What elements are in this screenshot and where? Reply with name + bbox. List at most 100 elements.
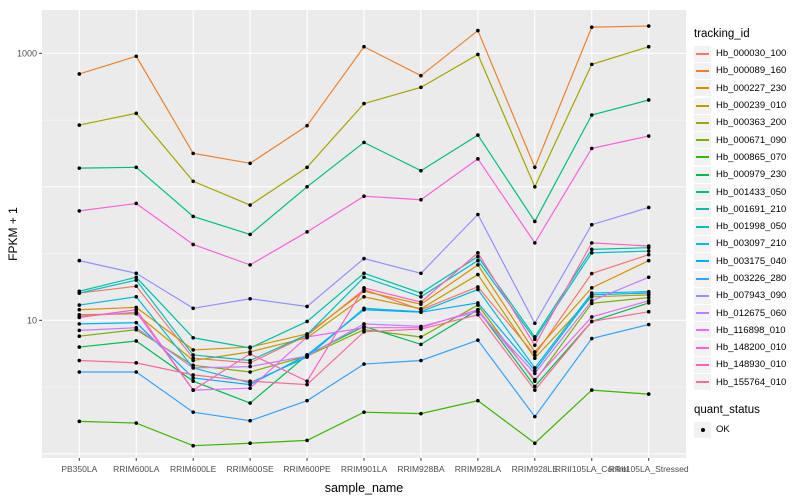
data-point bbox=[533, 321, 537, 326]
data-point bbox=[305, 319, 309, 324]
data-point bbox=[191, 363, 195, 368]
data-point bbox=[248, 418, 252, 423]
legend-entry-ok: OK bbox=[694, 421, 800, 438]
x-axis-title: sample_name bbox=[324, 481, 404, 495]
legend-key-point bbox=[694, 421, 711, 438]
data-point bbox=[362, 362, 366, 366]
data-point bbox=[533, 368, 537, 373]
data-point bbox=[362, 289, 366, 294]
line-swatch-icon bbox=[696, 208, 709, 211]
data-point bbox=[533, 337, 537, 342]
data-point bbox=[533, 219, 537, 224]
y-tick-label: 1000 bbox=[17, 48, 37, 58]
x-tick-label: RRIM928BA bbox=[397, 464, 445, 474]
legend-entry-label: Hb_012675_060 bbox=[716, 307, 787, 319]
legend-entry-label: Hb_000363_200 bbox=[716, 117, 787, 129]
data-point bbox=[589, 286, 594, 290]
data-point bbox=[248, 161, 252, 166]
data-point bbox=[362, 101, 366, 106]
line-swatch-icon bbox=[696, 52, 709, 55]
line-swatch-icon bbox=[696, 294, 709, 297]
data-point bbox=[533, 241, 537, 245]
line-swatch-icon bbox=[696, 104, 709, 107]
data-point bbox=[419, 291, 423, 295]
data-point bbox=[419, 327, 423, 331]
data-point bbox=[646, 392, 651, 396]
data-point bbox=[362, 325, 366, 330]
data-point bbox=[77, 328, 82, 333]
data-point bbox=[419, 358, 423, 363]
data-point bbox=[589, 301, 594, 306]
data-point bbox=[476, 212, 480, 217]
data-point bbox=[191, 388, 195, 392]
data-point bbox=[248, 352, 252, 356]
legend-key bbox=[694, 184, 711, 201]
data-point bbox=[248, 296, 252, 301]
legend-key bbox=[694, 97, 711, 114]
legend-entry: Hb_003175_040 bbox=[694, 253, 800, 270]
data-point bbox=[476, 157, 480, 161]
data-point bbox=[134, 201, 139, 206]
y-tick-label: 10 bbox=[27, 315, 37, 325]
data-point bbox=[589, 293, 594, 297]
data-point bbox=[191, 335, 195, 340]
line-swatch-icon bbox=[696, 242, 709, 245]
data-point bbox=[77, 370, 82, 374]
legend-entry-label: Hb_007943_090 bbox=[716, 290, 787, 302]
data-point bbox=[362, 330, 366, 334]
data-point bbox=[646, 44, 651, 49]
data-point bbox=[362, 44, 366, 49]
legend-entry: Hb_148930_010 bbox=[694, 356, 800, 373]
data-point bbox=[533, 185, 537, 189]
legend-key bbox=[694, 305, 711, 322]
line-swatch-icon bbox=[696, 156, 709, 159]
data-point bbox=[191, 443, 195, 448]
data-point bbox=[589, 388, 594, 392]
data-point bbox=[362, 194, 366, 199]
data-point bbox=[191, 358, 195, 363]
legend-entry: Hb_000089_160 bbox=[694, 62, 800, 79]
line-swatch-icon bbox=[696, 346, 709, 349]
data-point bbox=[476, 28, 480, 33]
data-point bbox=[305, 230, 309, 234]
data-point bbox=[646, 24, 651, 28]
legend-entry-label: Hb_000030_100 bbox=[716, 48, 787, 60]
data-point bbox=[589, 222, 594, 227]
data-point bbox=[476, 398, 480, 403]
data-point bbox=[533, 388, 537, 392]
data-point bbox=[362, 271, 366, 276]
data-point bbox=[362, 286, 366, 290]
legend-key bbox=[694, 235, 711, 252]
data-point bbox=[248, 203, 252, 207]
line-swatch-icon bbox=[696, 87, 709, 90]
legend-entry-label: OK bbox=[716, 424, 730, 436]
data-point bbox=[134, 284, 139, 289]
data-point bbox=[419, 271, 423, 276]
y-axis-title: FPKM + 1 bbox=[6, 207, 20, 261]
line-swatch-icon bbox=[696, 191, 709, 194]
data-point bbox=[77, 303, 82, 307]
data-point bbox=[646, 134, 651, 138]
data-point bbox=[305, 354, 309, 358]
line-swatch-icon bbox=[696, 277, 709, 280]
data-point bbox=[589, 336, 594, 341]
data-point bbox=[305, 438, 309, 443]
data-point bbox=[362, 256, 366, 261]
data-point bbox=[419, 197, 423, 202]
data-point bbox=[248, 364, 252, 369]
line-swatch-icon bbox=[696, 381, 709, 384]
legend-entry: Hb_003097_210 bbox=[694, 235, 800, 252]
legend-entry: Hb_000671_090 bbox=[694, 131, 800, 149]
x-tick-label: RRII105LA_Control bbox=[555, 464, 629, 474]
legend-key bbox=[694, 339, 711, 356]
data-point bbox=[476, 312, 480, 317]
line-swatch-icon bbox=[696, 363, 709, 366]
legend-key bbox=[694, 374, 711, 391]
data-point bbox=[476, 263, 480, 267]
legend-key bbox=[694, 132, 711, 149]
data-point bbox=[191, 242, 195, 247]
data-point bbox=[191, 373, 195, 377]
data-point bbox=[248, 358, 252, 363]
data-point bbox=[419, 73, 423, 78]
